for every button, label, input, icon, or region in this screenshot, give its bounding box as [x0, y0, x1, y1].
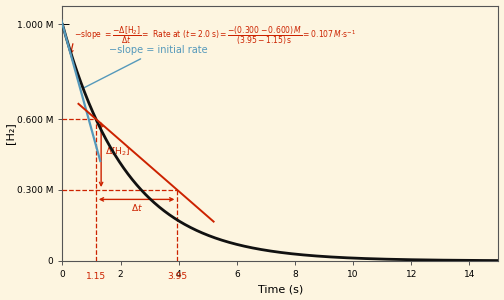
Y-axis label: [H₂]: [H₂] — [6, 122, 16, 144]
Text: 1.15: 1.15 — [86, 272, 106, 280]
Text: $\Delta t$: $\Delta t$ — [131, 202, 143, 213]
Text: $-$slope $=\dfrac{-\Delta[\mathrm{H_2}]}{\Delta t}$$=$ Rate at $(t=2.0\,\mathrm{: $-$slope $=\dfrac{-\Delta[\mathrm{H_2}]}… — [74, 24, 356, 46]
Text: −slope = initial rate: −slope = initial rate — [83, 45, 208, 88]
X-axis label: Time (s): Time (s) — [258, 284, 303, 294]
Text: 3.95: 3.95 — [167, 272, 187, 280]
Text: $\Delta$[H$_2$]: $\Delta$[H$_2$] — [105, 146, 130, 158]
